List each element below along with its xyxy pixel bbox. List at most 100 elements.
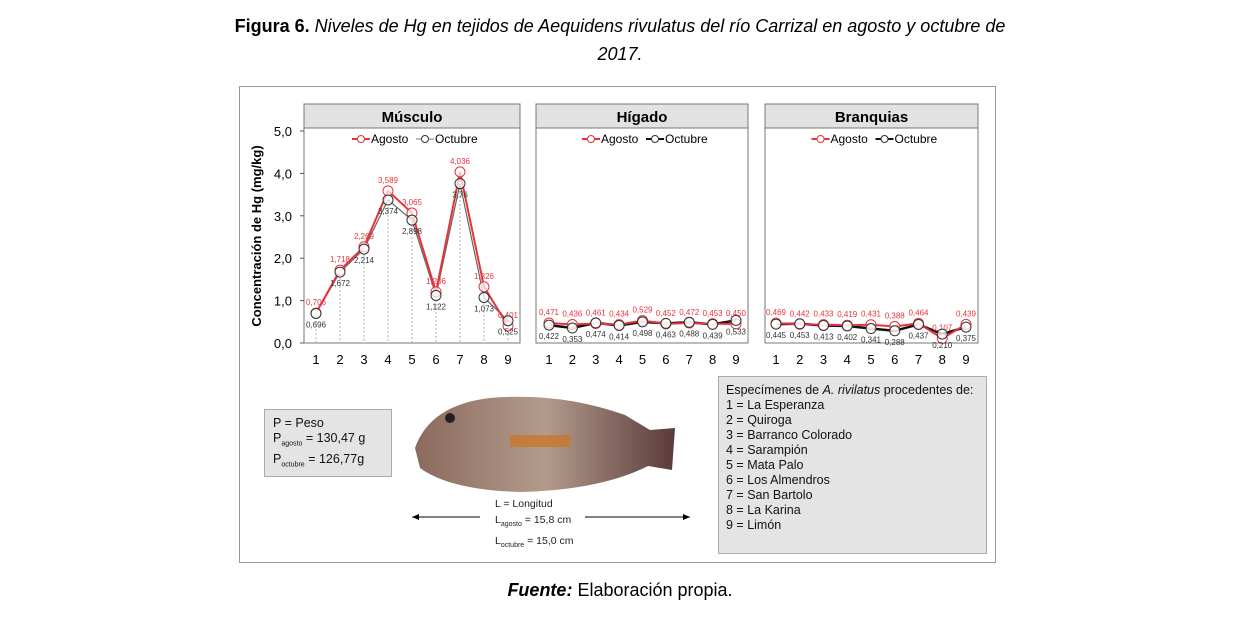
data-point-octubre [478, 292, 490, 304]
specimen-item: 2 = Quiroga [726, 413, 792, 427]
legend-marker-octubre [651, 135, 659, 143]
data-point-octubre [358, 243, 370, 255]
x-tick-label: 8 [939, 352, 946, 367]
data-label-octubre: 0,463 [656, 330, 677, 339]
panel-header [764, 103, 979, 129]
legend-label-octubre: Octubre [895, 132, 938, 146]
x-tick-label: 3 [592, 352, 599, 367]
x-tick-label: 3 [820, 352, 827, 367]
data-label-agosto: 0,471 [539, 308, 560, 317]
x-tick-label: 6 [432, 352, 439, 367]
data-label-octubre: 0,288 [885, 338, 906, 347]
data-label-agosto: 0,436 [562, 310, 583, 319]
x-tick-label: 4 [844, 352, 851, 367]
data-point-octubre [382, 194, 394, 206]
legend-label-agosto: Agosto [601, 132, 639, 146]
data-label-octubre: 0,422 [539, 332, 560, 341]
data-point-octubre [865, 323, 877, 335]
legend-label-agosto: Agosto [831, 132, 869, 146]
data-label-agosto: 1,326 [474, 272, 495, 281]
data-label-octubre: 0,474 [586, 330, 607, 339]
data-label-agosto: 4,036 [450, 157, 471, 166]
data-point-octubre [960, 321, 972, 333]
data-label-octubre: 0,533 [726, 327, 747, 336]
data-label-agosto: 0,442 [790, 309, 811, 318]
x-tick-label: 6 [662, 352, 669, 367]
panel-title: Músculo [382, 109, 443, 126]
x-tick-label: 2 [569, 352, 576, 367]
data-label-octubre: 0,414 [609, 332, 630, 341]
x-tick-label: 6 [891, 352, 898, 367]
y-tick-label: 0,0 [274, 336, 292, 351]
data-label-agosto: 0,431 [861, 310, 882, 319]
legend-label-agosto: Agosto [371, 132, 409, 146]
data-label-octubre: 2,898 [402, 227, 423, 236]
data-point-octubre [310, 307, 322, 319]
source-note: Fuente: Elaboración propia. [507, 580, 733, 600]
x-tick-label: 5 [867, 352, 874, 367]
specimen-item: 4 = Sarampión [726, 443, 808, 457]
specimen-item: 9 = Limón [726, 518, 782, 532]
specimen-item: 7 = San Bartolo [726, 488, 813, 502]
x-tick-label: 1 [312, 352, 319, 367]
data-label-octubre: 3,76 [452, 191, 468, 200]
y-tick-label: 5,0 [274, 124, 292, 139]
data-label-agosto: 0,464 [908, 308, 929, 317]
x-tick-label: 7 [686, 352, 693, 367]
data-point-octubre [430, 289, 442, 301]
panel-title: Hígado [617, 109, 668, 126]
legend-marker-agosto [816, 135, 825, 143]
fish-photo [415, 396, 675, 492]
specimen-item: 6 = Los Almendros [726, 473, 830, 487]
legend-marker-octubre [880, 135, 889, 143]
specimen-item: 1 = La Esperanza [726, 398, 825, 412]
data-point-octubre [794, 318, 806, 330]
data-point-octubre [543, 319, 555, 331]
data-point-octubre [454, 178, 466, 190]
x-tick-label: 9 [504, 352, 511, 367]
specimen-item: 3 = Barranco Colorado [726, 428, 853, 442]
panel-músculo: Músculo Agosto Octubre 1 2 3 4 5 6 7 8 9 0,0 1,0 2,0 3,… [249, 103, 521, 367]
data-label-agosto: 0,706 [306, 298, 327, 307]
weight-box: P = Peso Pagosto = 130,47 g Poctubre = 1… [264, 409, 392, 477]
legend-marker-agosto [357, 135, 365, 143]
length-arrow [412, 514, 690, 520]
data-label-agosto: 0,469 [766, 308, 787, 317]
plot-area [764, 103, 979, 344]
x-tick-label: 5 [639, 352, 646, 367]
data-point-octubre [406, 214, 418, 226]
data-label-octubre: 0,439 [703, 331, 724, 340]
legend-label-octubre: Octubre [435, 132, 478, 146]
x-tick-label: 1 [772, 352, 779, 367]
data-point-octubre [770, 318, 782, 330]
x-tick-label: 2 [796, 352, 803, 367]
data-point-octubre [660, 317, 672, 329]
data-label-octubre: 1,073 [474, 305, 495, 314]
data-label-octubre: 0,402 [837, 333, 858, 342]
specimen-item: 8 = La Karina [726, 503, 801, 517]
x-tick-label: 9 [962, 352, 969, 367]
y-tick-label: 4,0 [274, 166, 292, 181]
data-label-octubre: 0,375 [956, 334, 977, 343]
y-axis-label: Concentración de Hg (mg/kg) [249, 145, 264, 326]
data-point-octubre [334, 266, 346, 278]
data-label-agosto: 0,388 [885, 312, 906, 321]
data-label-agosto: 3,065 [402, 198, 423, 207]
panel-header [303, 103, 521, 129]
data-point-octubre [913, 318, 924, 330]
x-tick-label: 2 [336, 352, 343, 367]
data-label-octubre: 0,210 [932, 341, 953, 350]
data-point-octubre [566, 322, 578, 334]
data-label-agosto: 0,472 [679, 308, 700, 317]
data-label-agosto: 0,107 [932, 323, 953, 332]
data-label-octubre: 0,353 [562, 335, 583, 344]
data-point-octubre [683, 316, 695, 328]
y-tick-label: 2,0 [274, 251, 292, 266]
legend-marker-octubre [421, 135, 429, 143]
x-tick-label: 4 [616, 352, 623, 367]
data-label-octubre: 0,341 [861, 336, 882, 345]
data-label-agosto: 0,461 [586, 308, 607, 317]
data-label-agosto: 0,453 [703, 309, 724, 318]
